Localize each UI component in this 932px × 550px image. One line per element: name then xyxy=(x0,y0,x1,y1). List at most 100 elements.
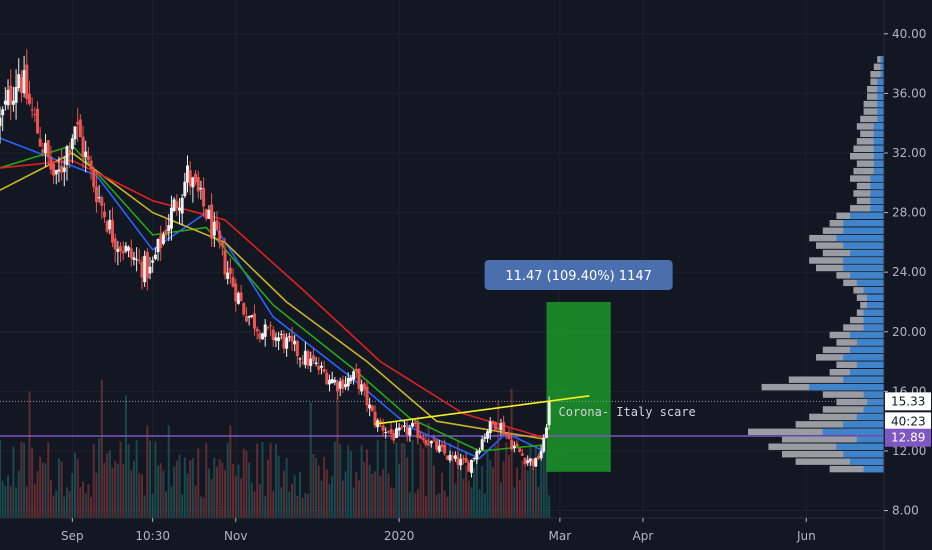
candle-body xyxy=(279,333,283,335)
candle-body xyxy=(448,454,452,461)
candle-body xyxy=(65,146,69,165)
candle-body xyxy=(266,327,270,329)
candle-body xyxy=(397,427,401,431)
volume-bar xyxy=(299,471,302,518)
measure-range-rect[interactable] xyxy=(546,301,611,472)
candle-body xyxy=(381,425,385,431)
time-tick-label: Mar xyxy=(549,529,572,543)
candle-body xyxy=(311,355,315,362)
candle-body xyxy=(402,425,406,427)
volume-bar xyxy=(499,482,502,518)
candle-body xyxy=(175,201,179,209)
volume-bar xyxy=(207,468,210,518)
trendline[interactable] xyxy=(374,395,590,425)
profile-bar-value xyxy=(877,115,884,123)
candle-body xyxy=(202,187,206,207)
profile-bar-value xyxy=(873,130,884,138)
profile-bar xyxy=(822,406,884,413)
horizontal-lines[interactable] xyxy=(0,400,884,437)
candle-body xyxy=(78,119,82,138)
volume-bar xyxy=(0,439,1,518)
volume-bar xyxy=(317,465,320,518)
volume-bar xyxy=(304,492,307,518)
profile-bar-value xyxy=(856,361,884,369)
volume-bar xyxy=(288,491,291,518)
candle-body xyxy=(167,225,171,232)
profile-bar xyxy=(856,160,884,167)
volume-bar xyxy=(210,478,213,518)
annotation-label[interactable]: Corona- Italy scare xyxy=(559,405,696,419)
volume-bar xyxy=(516,467,519,518)
volume-bar xyxy=(449,442,452,518)
volume-bar xyxy=(398,464,401,518)
marker-price-tag xyxy=(885,428,931,447)
candle-body xyxy=(544,427,548,438)
volume-bar xyxy=(23,442,26,518)
profile-bar-value xyxy=(836,234,884,242)
candle-body xyxy=(491,420,495,425)
candle-body xyxy=(196,177,200,192)
volume-bar xyxy=(325,469,328,518)
volume-bar xyxy=(320,480,323,518)
profile-bar-value xyxy=(863,316,884,324)
profile-bar-value xyxy=(870,205,884,212)
candle-body xyxy=(392,433,396,441)
profile-bar-value xyxy=(809,383,884,391)
volume-bar xyxy=(507,454,510,518)
volume-bar xyxy=(400,443,403,518)
volume-bar xyxy=(414,493,417,518)
volume-bar xyxy=(151,493,154,518)
volume-bar xyxy=(390,487,393,518)
volume-bar xyxy=(173,466,176,518)
volume-bar xyxy=(7,475,10,518)
candle-body xyxy=(451,455,455,458)
volume-bar xyxy=(524,468,527,518)
candle-body xyxy=(3,100,7,105)
candle-body xyxy=(499,423,503,431)
candle-body xyxy=(507,433,511,439)
volume-bar xyxy=(443,490,446,518)
profile-bar xyxy=(809,413,884,421)
volume-bar xyxy=(478,489,481,518)
volume-bar xyxy=(467,480,470,518)
candle-body xyxy=(394,428,398,438)
profile-bar xyxy=(768,443,884,450)
candle-body xyxy=(188,170,192,187)
candle-body xyxy=(526,460,530,464)
volume-bar xyxy=(540,443,543,518)
candle-body xyxy=(515,443,519,447)
candle-body xyxy=(52,163,56,176)
volume-bar xyxy=(403,443,406,518)
candle-body xyxy=(100,197,104,206)
volume-bar xyxy=(282,470,285,518)
candle-body xyxy=(17,74,21,89)
volume-bar xyxy=(280,487,283,518)
volume-bar xyxy=(130,470,133,518)
volume-bar xyxy=(406,457,409,518)
candle-body xyxy=(435,440,439,450)
candle-body xyxy=(89,160,93,169)
profile-bar-value xyxy=(873,123,884,130)
volume-bar xyxy=(529,445,532,518)
profile-bar xyxy=(850,175,884,182)
price-tick-label: 24.00 xyxy=(892,265,926,279)
countdown-value: 40:23 xyxy=(891,414,926,428)
volume-bar xyxy=(114,461,117,518)
volume-bar xyxy=(135,440,138,518)
profile-bar-value xyxy=(843,220,884,227)
candle-body xyxy=(46,140,50,157)
volume-bar xyxy=(57,458,60,518)
profile-bar-value xyxy=(873,160,884,167)
volume-bar xyxy=(79,486,82,518)
profile-bar xyxy=(782,450,884,458)
volume-bar xyxy=(12,446,15,518)
volume-bar xyxy=(352,487,355,518)
volume-bar xyxy=(411,440,414,518)
trendline-layer[interactable] xyxy=(374,395,590,425)
volume-bar xyxy=(379,475,382,518)
volume-bar xyxy=(459,452,462,518)
measure-box[interactable] xyxy=(546,301,611,472)
volume-bar xyxy=(98,438,101,518)
profile-bar-value xyxy=(850,212,884,220)
